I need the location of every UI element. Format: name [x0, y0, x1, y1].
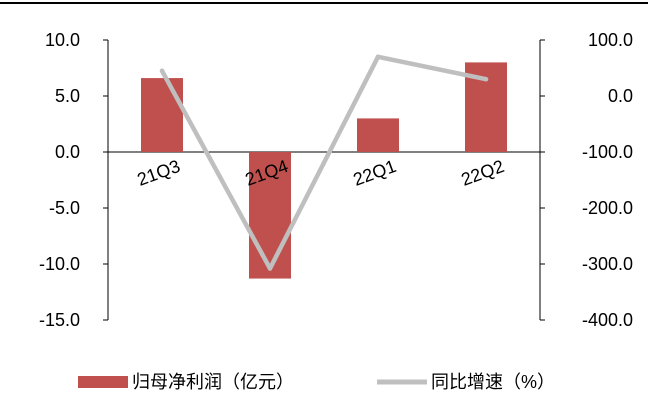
x-tick-label: 22Q1	[351, 156, 399, 190]
right-axis-tick-label: 100.0	[588, 30, 633, 50]
x-tick-label: 22Q2	[459, 156, 507, 190]
growth-point-22Q1	[375, 54, 381, 60]
growth-line	[160, 54, 487, 271]
legend: 归母净利润（亿元） 同比增速（%）	[78, 372, 555, 392]
right-axis-tick-label: 0.0	[608, 86, 633, 106]
bar-21Q4	[249, 152, 291, 279]
right-axis-tick-label: -400.0	[582, 310, 633, 330]
left-axis-tick-label: -15.0	[39, 310, 80, 330]
legend-bar-label: 归母净利润（亿元）	[132, 372, 294, 392]
left-axis-tick-label: 0.0	[55, 142, 80, 162]
x-tick-label: 21Q3	[135, 156, 183, 190]
growth-point-21Q3	[159, 68, 165, 74]
left-axis-tick-label: -10.0	[39, 254, 80, 274]
left-axis-tick-label: -5.0	[49, 198, 80, 218]
left-axis-tick-label: 5.0	[55, 86, 80, 106]
right-axis-tick-label: -100.0	[582, 142, 633, 162]
line-series	[159, 54, 489, 271]
left-axis-tick-label: 10.0	[45, 30, 80, 50]
legend-bar-swatch	[78, 376, 128, 388]
bar-22Q1	[357, 118, 399, 152]
bar-21Q3	[141, 78, 183, 152]
right-axis-tick-label: -300.0	[582, 254, 633, 274]
bar-series	[141, 62, 507, 279]
right-axis-tick-label: -200.0	[582, 198, 633, 218]
right-axis: 100.0 0.0 -100.0 -200.0 -300.0 -400.0	[539, 30, 633, 330]
growth-point-21Q4	[267, 266, 273, 271]
growth-point-22Q2	[483, 76, 489, 82]
legend-line-label: 同比增速（%）	[431, 372, 555, 392]
